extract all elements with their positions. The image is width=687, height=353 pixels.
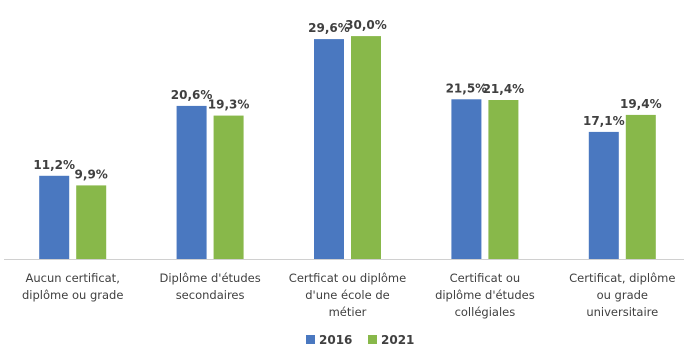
category-label-line: Diplôme d'études bbox=[159, 271, 260, 285]
value-label-2021-1: 9,9% bbox=[75, 167, 108, 181]
bar-2016-4 bbox=[451, 99, 482, 259]
value-label-2021-5: 19,4% bbox=[620, 97, 662, 111]
bar-2021-5 bbox=[625, 114, 656, 260]
bar-2016-1 bbox=[39, 175, 70, 259]
bars-layer bbox=[39, 36, 656, 260]
value-label-2021-2: 19,3% bbox=[208, 98, 250, 112]
bar-2016-3 bbox=[314, 39, 344, 259]
category-label-2: Diplôme d'études secondaires bbox=[159, 271, 260, 302]
category-label-line: Certificat ou bbox=[450, 271, 521, 285]
value-label-2016-2: 20,6% bbox=[171, 88, 213, 102]
category-label-4: Certificat ou diplôme d'études collégiales bbox=[435, 271, 535, 319]
category-label-line: métier bbox=[329, 305, 367, 319]
legend-label-2016: 2016 bbox=[319, 333, 352, 347]
legend-swatch-2016 bbox=[306, 335, 315, 344]
category-label-3: Certficat ou diplôme d'une école de métier bbox=[289, 271, 406, 319]
category-label-line: universitaire bbox=[586, 305, 658, 319]
bar-2016-5 bbox=[588, 131, 619, 259]
legend: 2016 2021 bbox=[306, 333, 414, 347]
value-label-2021-3: 30,0% bbox=[345, 18, 387, 32]
category-label-line: Aucun certificat, bbox=[26, 271, 120, 285]
bar-2021-3 bbox=[351, 36, 381, 259]
value-label-2016-1: 11,2% bbox=[33, 158, 75, 172]
value-label-2021-4: 21,4% bbox=[483, 82, 525, 96]
value-label-2016-5: 17,1% bbox=[583, 114, 625, 128]
value-label-2016-4: 21,5% bbox=[446, 81, 488, 95]
category-label-line: diplôme ou grade bbox=[22, 288, 123, 302]
category-label-line: secondaires bbox=[176, 288, 245, 302]
category-label-line: diplôme d'études bbox=[435, 288, 535, 302]
bar-2021-4 bbox=[488, 100, 519, 259]
category-label-1: Aucun certificat, diplôme ou grade bbox=[22, 271, 123, 302]
category-label-line: Certficat ou diplôme bbox=[289, 271, 406, 285]
bar-2021-1 bbox=[76, 185, 107, 259]
category-label-line: collégiales bbox=[455, 305, 516, 319]
category-label-line: d'une école de bbox=[305, 288, 390, 302]
legend-label-2021: 2021 bbox=[381, 333, 414, 347]
value-label-2016-3: 29,6% bbox=[308, 21, 350, 35]
bar-2021-2 bbox=[213, 115, 244, 259]
bar-2016-2 bbox=[176, 105, 207, 260]
legend-swatch-2021 bbox=[368, 335, 377, 344]
category-label-line: Certificat, diplôme bbox=[569, 271, 675, 285]
value-labels-layer: 11,2%9,9% 20,6%19,3% 29,6%30,0% 21,5%21,4% 1… bbox=[33, 18, 661, 181]
category-labels-layer: Aucun certificat, diplôme ou grade Diplôme… bbox=[22, 271, 675, 319]
category-label-line: ou grade bbox=[597, 288, 648, 302]
category-label-5: Certificat, diplôme ou grade universitaire bbox=[569, 271, 675, 319]
